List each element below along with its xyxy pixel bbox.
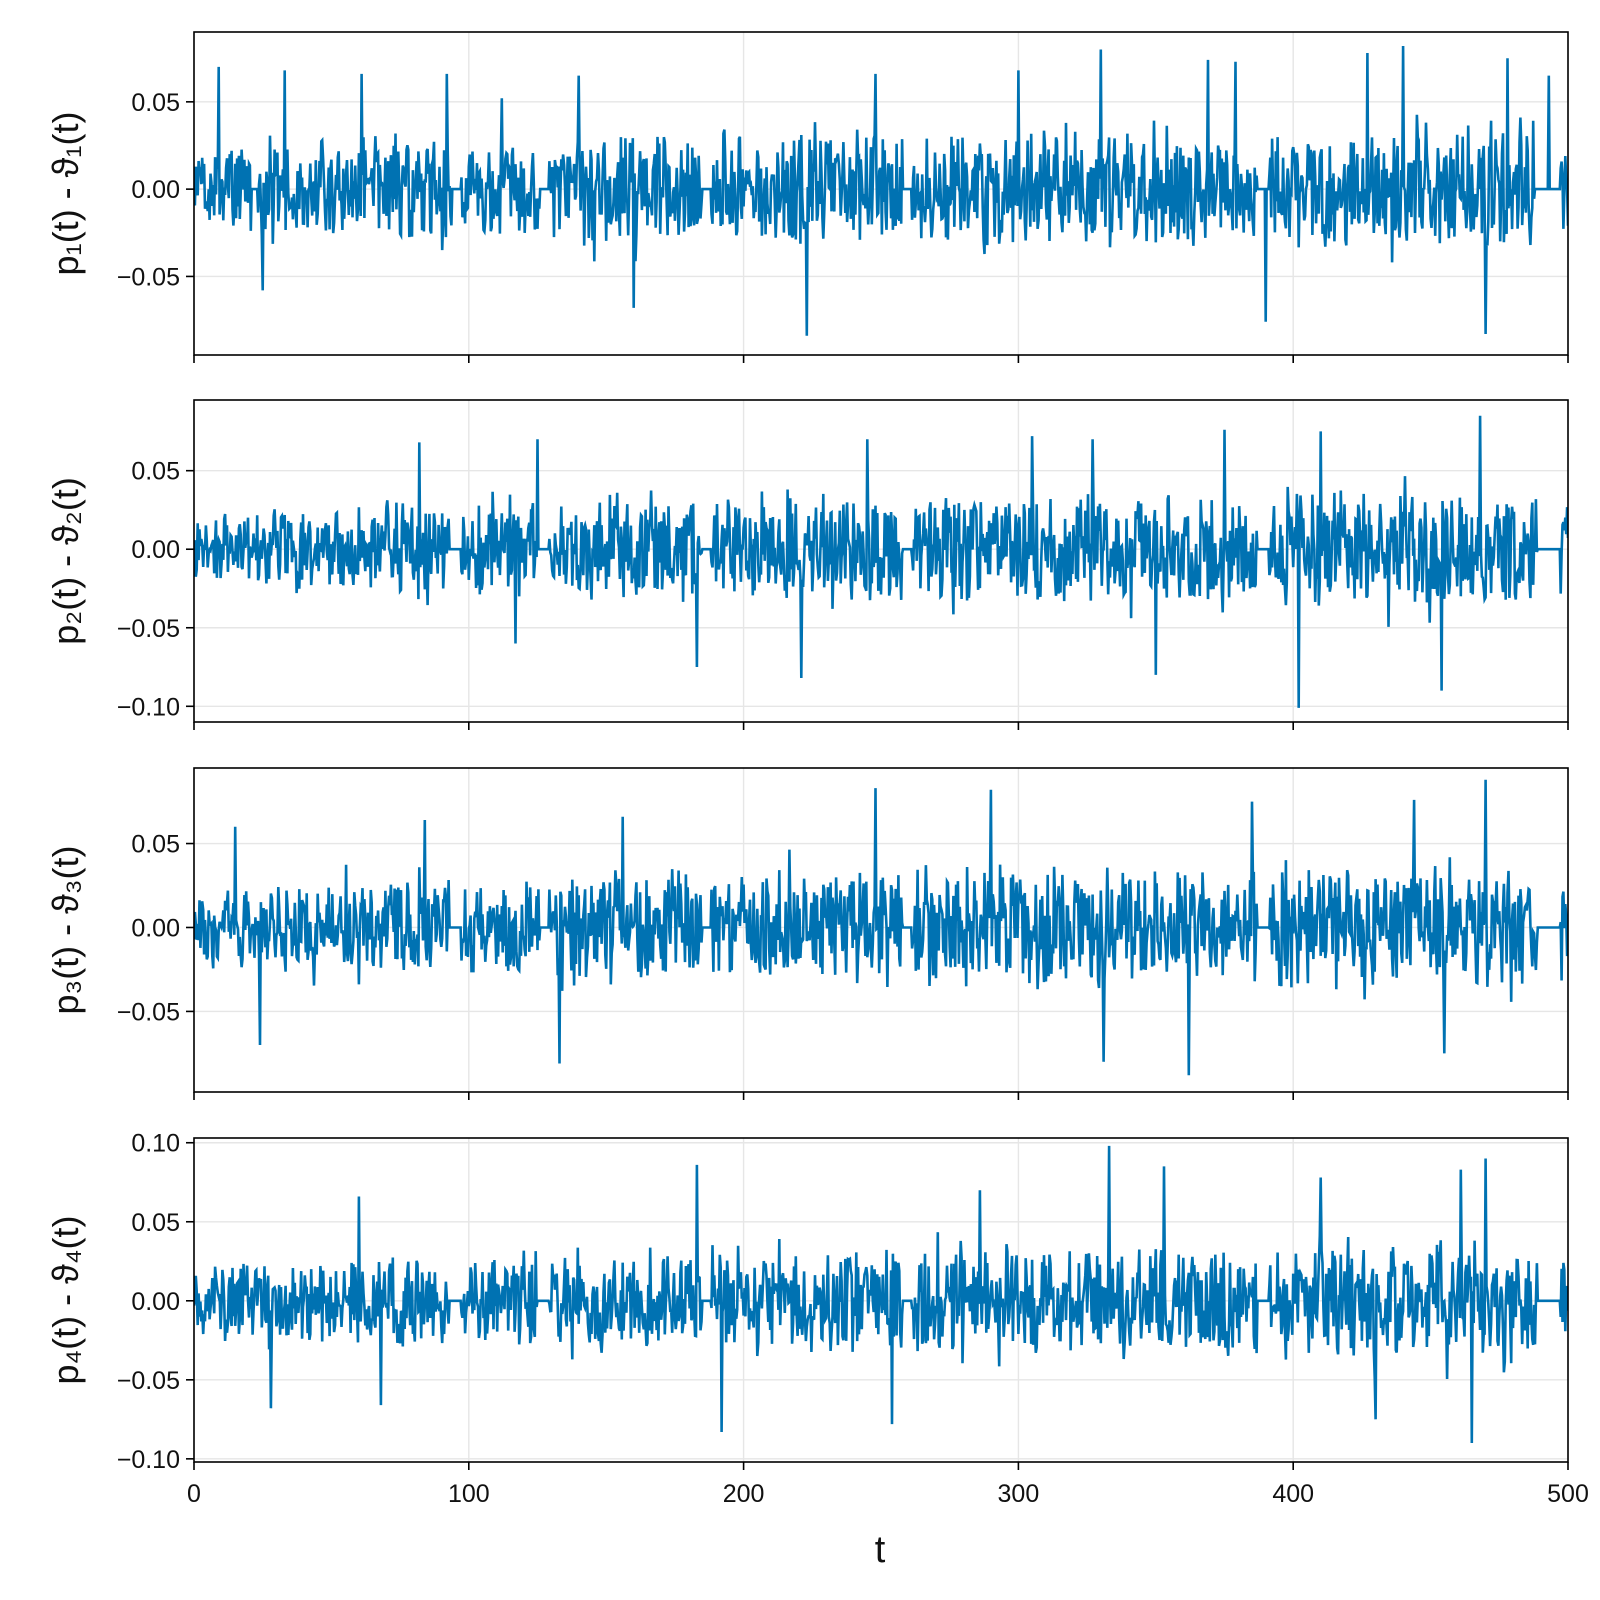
- panel-2: −0.10 −0.05 0.00 0.05 p₂(t) - ϑ₂(t): [45, 399, 1569, 730]
- x-axis-label: t: [875, 1529, 886, 1571]
- y-tick-label: −0.10: [117, 1446, 180, 1474]
- y-axis-label: p₄(t) - ϑ₄(t): [45, 1215, 86, 1384]
- y-axis-label: p₃(t) - ϑ₃(t): [45, 846, 86, 1015]
- x-tick-label: 500: [1547, 1480, 1589, 1508]
- x-tick-label: 100: [448, 1480, 490, 1508]
- axes-frame: [193, 31, 1569, 356]
- y-tick-label: 0.00: [131, 536, 180, 564]
- y-tick-label: 0.05: [131, 458, 180, 486]
- series-line: [194, 415, 1568, 708]
- y-tick-label: 0.05: [131, 1209, 180, 1237]
- panel-1: −0.05 0.00 0.05 p₁(t) - ϑ₁(t): [45, 31, 1569, 363]
- x-tick-label: 300: [998, 1480, 1040, 1508]
- panels: −0.05 0.00 0.05 p₁(t) - ϑ₁(t) −0.10 −0.05 0.00…: [45, 31, 1589, 1508]
- series-line: [194, 45, 1568, 336]
- y-axis-label: p₁(t) - ϑ₁(t): [45, 112, 86, 276]
- series-line: [194, 779, 1568, 1076]
- y-tick-label: 0.05: [131, 89, 180, 117]
- x-tick-label: 200: [723, 1480, 765, 1508]
- y-tick-label: 0.00: [131, 176, 180, 204]
- y-tick-label: 0.05: [131, 831, 180, 859]
- x-tick-label: 400: [1272, 1480, 1314, 1508]
- axes-frame: [193, 767, 1569, 1093]
- panel-4: 0 100 200 300 400 500 −0.10 −0.05 0.00 0.05 0.10 p₄…: [45, 1130, 1589, 1508]
- y-tick-label: −0.05: [117, 1367, 180, 1395]
- y-axis-label: p₂(t) - ϑ₂(t): [45, 477, 86, 645]
- y-tick-label: −0.10: [117, 693, 180, 721]
- y-tick-label: −0.05: [117, 263, 180, 291]
- y-tick-label: 0.00: [131, 914, 180, 942]
- y-tick-label: 0.10: [131, 1130, 180, 1158]
- y-tick-label: −0.05: [117, 615, 180, 643]
- axes-frame: [193, 399, 1569, 723]
- y-tick-label: −0.05: [117, 998, 180, 1026]
- y-tick-label: 0.00: [131, 1288, 180, 1316]
- x-tick-label: 0: [187, 1480, 201, 1508]
- series-line: [194, 1145, 1568, 1444]
- panel-3: −0.05 0.00 0.05 p₃(t) - ϑ₃(t): [45, 767, 1569, 1100]
